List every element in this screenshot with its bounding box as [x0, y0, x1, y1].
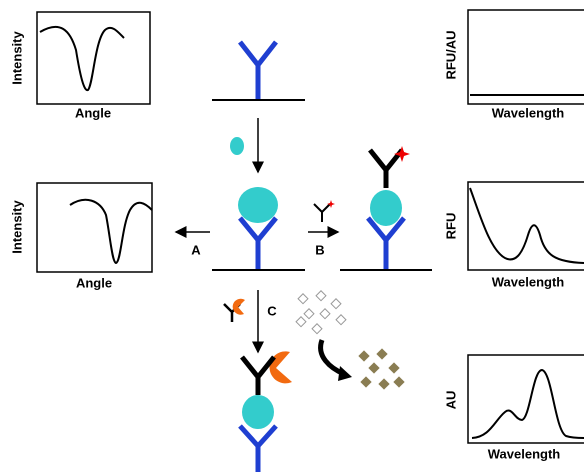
substrate	[296, 291, 346, 334]
y-label: RFU/AU	[443, 30, 458, 79]
diagram: Intensity Angle Intensity Angle RFU/AU W…	[0, 0, 584, 474]
y-label: AU	[443, 391, 458, 410]
step-label: A	[191, 242, 201, 257]
plot-panel: RFU Wavelength	[443, 182, 584, 289]
labeled-antibody-icon	[314, 200, 335, 222]
plot-panel: RFU/AU Wavelength	[443, 10, 584, 120]
plot-panel: AU Wavelength	[443, 355, 584, 461]
x-label: Angle	[75, 105, 111, 120]
plot-panel: Intensity Angle	[9, 12, 150, 120]
capture-antibody	[212, 42, 305, 100]
step-label: B	[315, 242, 324, 257]
product	[358, 348, 404, 389]
analyte	[230, 137, 244, 155]
x-label: Wavelength	[492, 105, 565, 120]
x-label: Wavelength	[488, 446, 561, 461]
x-label: Angle	[76, 275, 112, 290]
sandwich-complex	[340, 146, 432, 270]
y-label: RFU	[443, 213, 458, 240]
bound-complex	[212, 187, 305, 270]
y-label: Intensity	[9, 200, 24, 254]
enzyme-antibody-icon	[224, 299, 245, 322]
step-label: C	[267, 303, 277, 318]
plot-panel: Intensity Angle	[9, 183, 152, 290]
arrow-head	[338, 366, 352, 381]
x-label: Wavelength	[492, 274, 565, 289]
y-label: Intensity	[9, 31, 24, 85]
enzyme-complex	[240, 351, 292, 472]
